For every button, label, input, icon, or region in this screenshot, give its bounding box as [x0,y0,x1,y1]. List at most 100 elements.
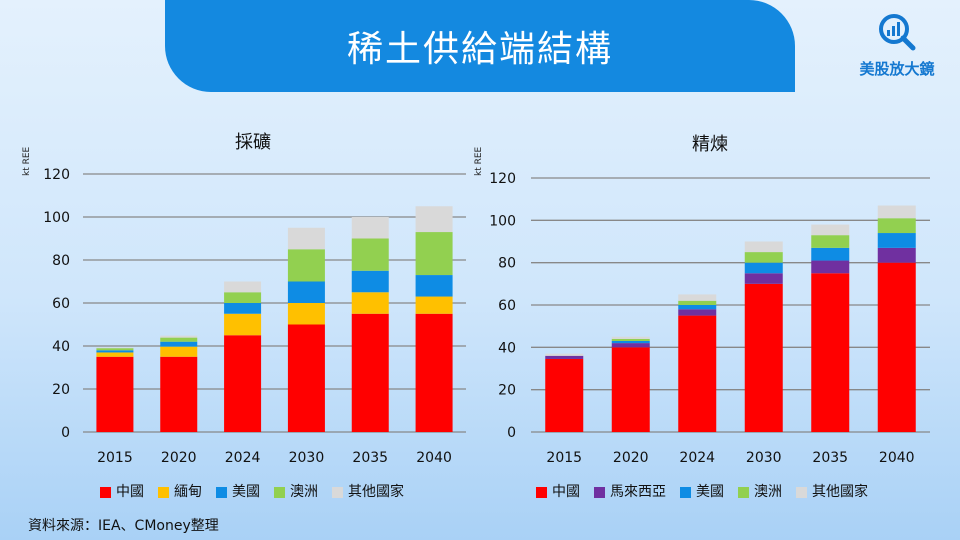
legend-swatch [738,486,749,498]
bar-segment [96,356,134,432]
bar-segment [351,270,389,293]
bar-segment [287,249,325,282]
bar-segment [415,232,453,276]
bar-segment [545,353,584,356]
legend-mining: 中國 緬甸 美國 澳洲 其他國家 [100,481,404,501]
logo: 美股放大鏡 [852,12,942,79]
bar-segment [351,238,389,271]
bar-segment [811,235,850,248]
legend-item: 其他國家 [796,481,868,501]
bar-segment [744,262,783,274]
bar-segment [744,283,783,432]
x-tick-label: 2030 [289,450,325,466]
bar-segment [160,335,198,338]
bar-segment [224,292,262,303]
legend-item: 美國 [680,481,724,501]
bar-segment [611,347,650,432]
legend-swatch [216,486,227,498]
legend-label: 美國 [696,484,724,500]
legend-refining: 中國 馬來西亞 美國 澳洲 其他國家 [536,481,868,501]
bar-segment [96,352,134,357]
bar-segment [415,206,453,233]
logo-text: 美股放大鏡 [859,60,935,78]
bar-segment [224,281,262,293]
x-tick-label: 2035 [812,450,848,466]
legend-swatch [332,486,343,498]
legend-label: 其他國家 [348,484,404,500]
bar-segment [160,346,198,357]
bar-segment [811,247,850,261]
legend-swatch [594,486,605,498]
legend-item: 美國 [216,481,260,501]
bar-segment [351,313,389,432]
bar-segment [877,247,916,263]
x-tick-label: 2030 [746,450,782,466]
bar-segment [287,303,325,325]
x-tick-label: 2020 [161,450,197,466]
bar-segment [160,337,198,342]
bar-segment [744,241,783,253]
legend-swatch [536,486,547,498]
y-tick-label: 40 [498,340,516,356]
bar-segment [96,347,134,349]
bar-segment [678,315,717,432]
legend-label: 中國 [552,484,580,500]
y-tick-label: 40 [52,339,70,355]
bar-segment [678,300,717,305]
source-note: 資料來源：IEA、CMoney整理 [28,518,219,534]
x-tick-label: 2040 [416,450,452,466]
legend-label: 馬來西亞 [610,484,666,500]
legend-swatch [680,486,691,498]
bar-segment [811,224,850,236]
legend-item: 其他國家 [332,481,404,501]
bar-segment [678,294,717,301]
bar-segment [611,343,650,348]
legend-label: 中國 [116,484,144,500]
bar-segment [877,233,916,248]
bar-segment [224,335,262,432]
chart-title-mining: 採礦 [235,132,271,153]
x-tick-label: 2020 [613,450,649,466]
bar-segment [744,252,783,263]
bar-segment [160,341,198,347]
bar-segment [415,275,453,297]
bar-segment [415,313,453,432]
bar-segment [811,260,850,274]
bar-segment [877,218,916,234]
y-tick-label: 100 [489,213,516,229]
bar-segment [287,324,325,432]
magnifier-chart-icon [879,14,916,51]
bar-segment [224,303,262,314]
y-tick-label: 20 [52,382,70,398]
y-tick-label: 60 [52,296,70,312]
bar-segment [877,262,916,432]
bar-segment [287,281,325,303]
bar-segment [545,358,584,432]
legend-label: 其他國家 [812,484,868,500]
y-tick-label: 0 [61,425,70,441]
bar-segment [351,217,389,239]
y-tick-label: 80 [52,253,70,269]
legend-item: 澳洲 [274,481,318,501]
bar-segment [415,296,453,314]
bar-segment [287,227,325,250]
bar-segment [611,340,650,344]
bar-segment [678,309,717,316]
legend-item: 馬來西亞 [594,481,666,501]
title-banner [165,0,795,92]
bar-segment [96,350,134,353]
page-title: 稀土供給端結構 [346,29,613,70]
legend-swatch [796,486,807,498]
legend-label: 緬甸 [174,484,202,500]
legend-item: 中國 [536,481,580,501]
legend-item: 緬甸 [158,481,202,501]
y-tick-label: 0 [507,425,516,441]
x-tick-label: 2024 [679,450,715,466]
x-tick-label: 2024 [225,450,261,466]
legend-swatch [274,486,285,498]
bar-segment [351,292,389,314]
x-tick-label: 2015 [97,450,133,466]
legend-label: 澳洲 [290,484,318,500]
legend-item: 澳洲 [738,481,782,501]
